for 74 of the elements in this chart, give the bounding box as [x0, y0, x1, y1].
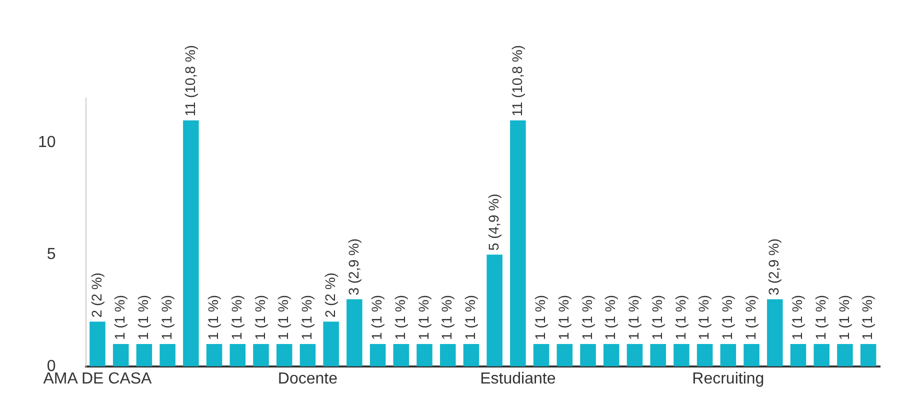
- bar: [603, 344, 620, 366]
- bar: [300, 344, 316, 366]
- data-label: 1 (1 %): [789, 294, 806, 340]
- data-label: 1 (1 %): [135, 294, 152, 340]
- bar: [696, 344, 713, 366]
- bar: [674, 344, 690, 366]
- data-label: 1 (1 %): [812, 294, 828, 340]
- bar: [416, 344, 432, 366]
- bar: [393, 344, 410, 366]
- data-label: 1 (1 %): [205, 294, 222, 340]
- data-label: 11 (10,8 %): [182, 45, 198, 116]
- bar: [183, 120, 199, 366]
- x-tick-label: Docente: [278, 370, 338, 388]
- data-label: 3 (2,9 %): [766, 238, 782, 296]
- data-label: 1 (1 %): [415, 294, 432, 340]
- data-label: 1 (1 %): [298, 294, 315, 340]
- data-label: 1 (1 %): [719, 294, 736, 340]
- data-label: 1 (1 %): [532, 294, 548, 340]
- bar: [440, 344, 456, 366]
- bar: [323, 322, 339, 366]
- bar: [580, 344, 596, 366]
- bar: [510, 120, 526, 366]
- data-label: 1 (1 %): [462, 294, 478, 340]
- bar: [276, 344, 292, 366]
- bar: [626, 344, 643, 366]
- bar: [206, 344, 222, 366]
- data-label: 1 (1 %): [602, 294, 618, 340]
- y-tick-label: 5: [46, 246, 56, 263]
- y-tick-label: 10: [38, 134, 56, 152]
- bar: [136, 344, 152, 366]
- data-label: 2 (2 %): [88, 272, 104, 318]
- bar: [556, 344, 573, 366]
- data-label: 3 (2,9 %): [345, 238, 362, 296]
- data-label: 1 (1 %): [578, 294, 595, 340]
- bar: [744, 344, 760, 366]
- x-tick-label: Recruiting: [692, 370, 764, 388]
- bar: [90, 322, 106, 366]
- data-label: 1 (1 %): [368, 294, 385, 340]
- bar: [814, 344, 830, 366]
- bar: [160, 344, 176, 366]
- data-label: 1 (1 %): [556, 294, 572, 340]
- bar: [112, 344, 129, 366]
- x-tick-label: AMA DE CASA: [43, 370, 152, 388]
- data-label: 1 (1 %): [626, 294, 642, 340]
- data-label: 1 (1 %): [158, 294, 174, 340]
- bar: [790, 344, 806, 366]
- data-label: 1 (1 %): [438, 294, 455, 340]
- data-label: 11 (10,8 %): [508, 45, 525, 116]
- data-label: 1 (1 %): [696, 294, 712, 340]
- bar: [720, 344, 736, 366]
- bar: [486, 254, 502, 366]
- data-label: 1 (1 %): [112, 294, 128, 340]
- bar: [346, 299, 362, 366]
- bar: [860, 344, 876, 366]
- data-label: 1 (1 %): [392, 294, 408, 340]
- bar: [767, 299, 783, 366]
- data-label: 5 (4,9 %): [485, 194, 502, 251]
- data-label: 1 (1 %): [228, 294, 244, 340]
- bar: [463, 344, 480, 366]
- data-label: 1 (1 %): [275, 294, 292, 340]
- data-label: 1 (1 %): [836, 294, 852, 340]
- bar: [650, 344, 666, 366]
- data-label: 2 (2 %): [322, 272, 338, 318]
- bar: [370, 344, 386, 366]
- bar: [253, 344, 269, 366]
- data-label: 1 (1 %): [672, 294, 688, 340]
- data-label: 1 (1 %): [648, 294, 665, 340]
- data-label: 1 (1 %): [859, 294, 876, 340]
- bar: [230, 344, 246, 366]
- bar: [837, 344, 853, 366]
- data-label: 1 (1 %): [252, 294, 268, 340]
- bar: [533, 344, 550, 366]
- x-tick-label: Estudiante: [480, 370, 556, 388]
- data-label: 1 (1 %): [742, 294, 758, 340]
